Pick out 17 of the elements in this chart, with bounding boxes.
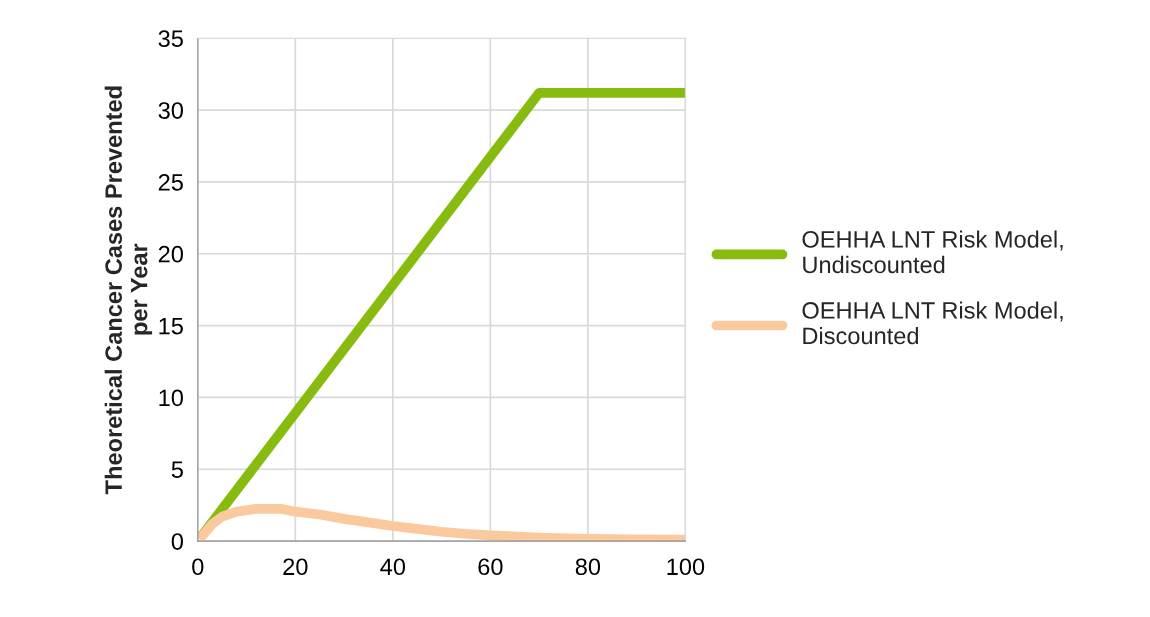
y-tick-label: 10 [159,389,183,407]
x-tick-label: 100 [667,558,705,576]
y-tick-label: 0 [171,533,183,550]
x-tick-label: 40 [380,558,406,576]
y-axis-title: Theoretical Cancer Cases Prevented per Year [104,86,153,495]
legend-label: OEHHA LNT Risk Model, Undiscounted [802,230,1063,274]
legend-label: OEHHA LNT Risk Model, Discounted [802,301,1063,345]
y-tick-label: 30 [158,102,183,119]
x-tick-label: 0 [192,558,204,576]
y-tick-label: 5 [171,461,183,479]
x-tick-label: 80 [575,558,601,576]
y-tick-label: 20 [158,245,183,263]
x-tick-label: 60 [478,558,503,576]
y-tick-label: 25 [158,174,183,191]
x-tick-label: 20 [283,558,308,576]
y-tick-label: 15 [159,317,183,335]
y-tick-label: 35 [158,30,183,48]
